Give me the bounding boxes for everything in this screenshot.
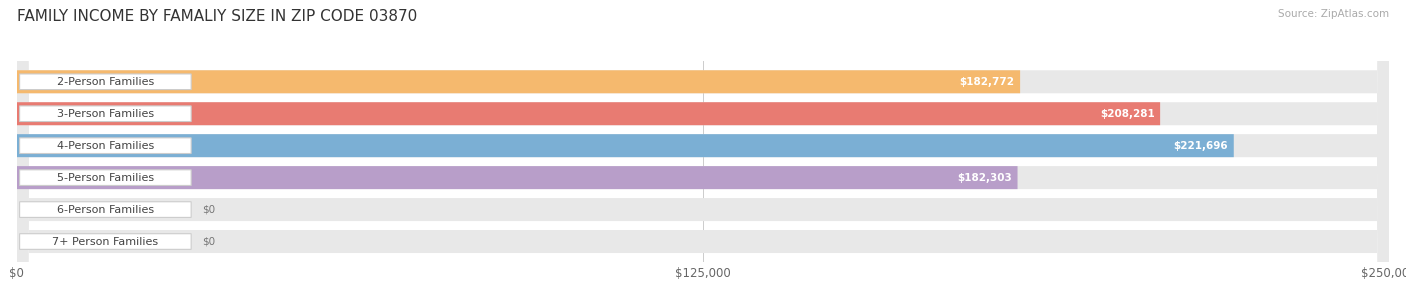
Text: 5-Person Families: 5-Person Families	[56, 173, 153, 183]
FancyBboxPatch shape	[17, 0, 1389, 305]
FancyBboxPatch shape	[17, 166, 1018, 189]
FancyBboxPatch shape	[17, 0, 1389, 305]
Text: $182,772: $182,772	[960, 77, 1015, 87]
Text: 3-Person Families: 3-Person Families	[56, 109, 153, 119]
FancyBboxPatch shape	[20, 106, 191, 122]
Text: Source: ZipAtlas.com: Source: ZipAtlas.com	[1278, 9, 1389, 19]
FancyBboxPatch shape	[20, 234, 191, 249]
FancyBboxPatch shape	[17, 102, 1160, 125]
FancyBboxPatch shape	[20, 170, 191, 185]
FancyBboxPatch shape	[17, 0, 1389, 305]
Text: $182,303: $182,303	[957, 173, 1012, 183]
Text: $0: $0	[202, 205, 215, 215]
Text: $208,281: $208,281	[1099, 109, 1154, 119]
FancyBboxPatch shape	[20, 74, 191, 90]
FancyBboxPatch shape	[17, 0, 1389, 305]
FancyBboxPatch shape	[17, 0, 1389, 305]
Text: 2-Person Families: 2-Person Families	[56, 77, 155, 87]
FancyBboxPatch shape	[20, 202, 191, 217]
Text: $221,696: $221,696	[1174, 141, 1229, 151]
Text: 6-Person Families: 6-Person Families	[56, 205, 153, 215]
Text: 7+ Person Families: 7+ Person Families	[52, 237, 159, 246]
Text: FAMILY INCOME BY FAMALIY SIZE IN ZIP CODE 03870: FAMILY INCOME BY FAMALIY SIZE IN ZIP COD…	[17, 9, 418, 24]
FancyBboxPatch shape	[17, 0, 1389, 305]
Text: $0: $0	[202, 237, 215, 246]
Text: 4-Person Families: 4-Person Families	[56, 141, 155, 151]
FancyBboxPatch shape	[17, 134, 1234, 157]
FancyBboxPatch shape	[20, 138, 191, 153]
FancyBboxPatch shape	[17, 70, 1021, 93]
